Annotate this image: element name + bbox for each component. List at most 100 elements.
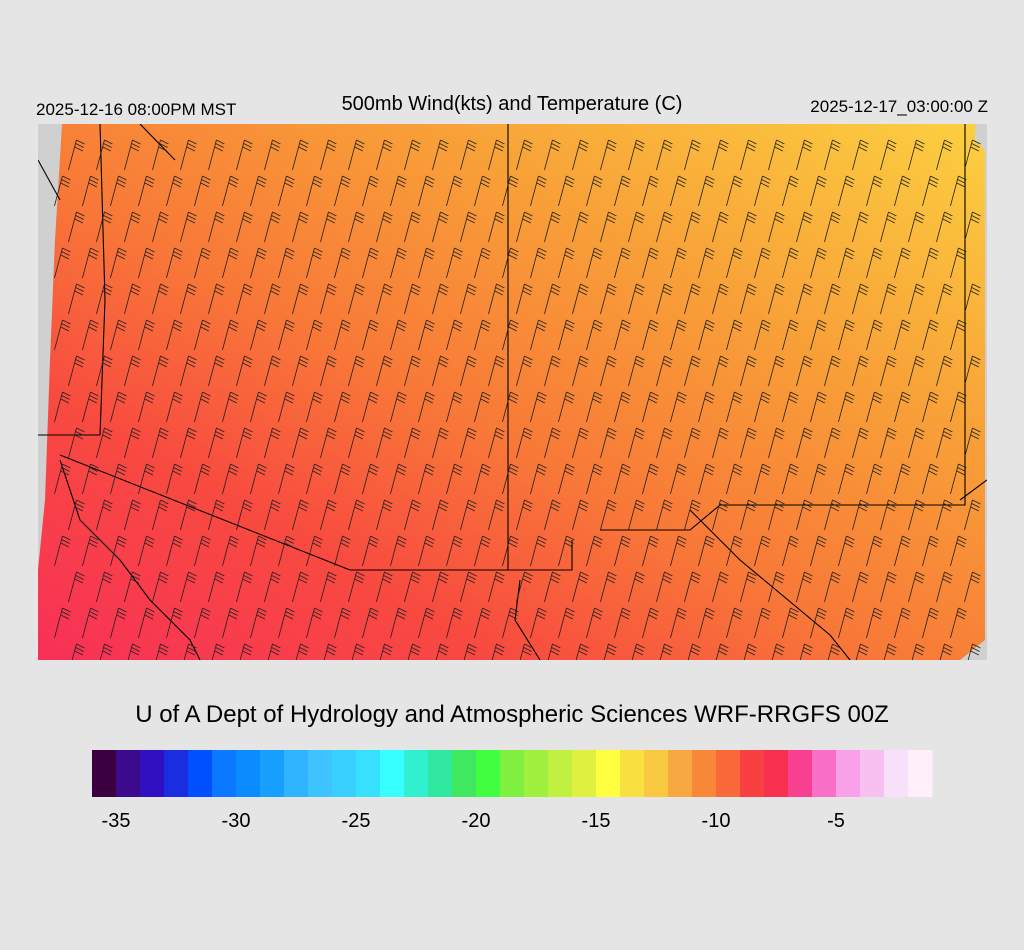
wind-barb [292, 499, 309, 531]
wind-barb [68, 499, 85, 531]
wind-barb [586, 319, 603, 351]
wind-barb [208, 427, 225, 459]
wind-barb [502, 319, 519, 351]
wind-barb [698, 319, 715, 351]
colorbar-swatch [92, 750, 117, 797]
wind-barb [824, 355, 841, 387]
wind-barb [670, 247, 687, 279]
wind-barb [796, 571, 813, 603]
wind-barb [670, 175, 687, 207]
wind-barb [519, 643, 533, 660]
wind-barb [124, 283, 141, 315]
wind-barb [782, 175, 799, 207]
wind-barb [642, 535, 659, 567]
colorbar-swatch [188, 750, 213, 797]
wind-barb [894, 463, 911, 495]
colorbar-swatch [572, 750, 597, 797]
colorbar: -35 -30 -25 -20 -15 -10 -5 [92, 750, 933, 832]
wind-barb [894, 247, 911, 279]
wind-barb [628, 211, 645, 243]
wind-barb [922, 535, 939, 567]
wind-barb [572, 499, 589, 531]
wind-barb [866, 247, 883, 279]
wind-barb [544, 571, 561, 603]
wind-barb [656, 427, 673, 459]
wind-barb [631, 643, 645, 660]
wind-barb [950, 607, 967, 639]
wind-barb [351, 643, 365, 660]
wind-barb [138, 391, 155, 423]
colorbar-swatch [116, 750, 141, 797]
wind-barb [278, 319, 295, 351]
wind-barb [446, 175, 463, 207]
wind-barb [460, 139, 477, 171]
wind-barb [180, 427, 197, 459]
wind-barb [152, 283, 169, 315]
wind-barb [852, 139, 869, 171]
wind-barb [586, 175, 603, 207]
wind-barb [96, 355, 113, 387]
wind-barb [754, 463, 771, 495]
wind-barb [908, 427, 925, 459]
wind-barb [250, 463, 267, 495]
wind-barb [894, 535, 911, 567]
wind-barb [516, 427, 533, 459]
wind-barb [911, 643, 925, 660]
wind-barb [491, 643, 505, 660]
wind-barb [572, 139, 589, 171]
wind-barb [614, 247, 631, 279]
wind-barb [96, 139, 113, 171]
wind-barb [698, 535, 715, 567]
wind-barb [390, 247, 407, 279]
wind-barb [194, 319, 211, 351]
wind-barb [558, 319, 575, 351]
wind-barb [334, 247, 351, 279]
wind-barb [880, 427, 897, 459]
wind-barb [376, 571, 393, 603]
wind-barb [656, 211, 673, 243]
wind-barb [936, 499, 953, 531]
wind-barb [922, 319, 939, 351]
wind-barb [208, 571, 225, 603]
wind-barb [110, 175, 127, 207]
wind-barb [852, 499, 869, 531]
wind-barb [880, 499, 897, 531]
wind-barb [362, 607, 379, 639]
wind-barb [922, 391, 939, 423]
wind-barb [547, 643, 561, 660]
colorbar-swatch [500, 750, 525, 797]
wind-barb [446, 319, 463, 351]
wind-barb [642, 391, 659, 423]
wind-barb [572, 211, 589, 243]
wind-barb [138, 607, 155, 639]
wind-barb [922, 247, 939, 279]
wind-barb [418, 175, 435, 207]
wind-barb [502, 391, 519, 423]
wind-barb [222, 391, 239, 423]
wind-barb [267, 643, 281, 660]
wind-barb [880, 283, 897, 315]
wind-barb [110, 535, 127, 567]
wind-barb [726, 319, 743, 351]
wind-barb [670, 319, 687, 351]
colorbar-swatch [524, 750, 549, 797]
wind-barb [838, 463, 855, 495]
wind-barb [782, 391, 799, 423]
wind-barb [754, 391, 771, 423]
wind-barb [502, 535, 519, 567]
wind-barb [558, 463, 575, 495]
wind-barb [810, 463, 827, 495]
wind-barb [964, 571, 981, 603]
wind-barb [950, 463, 967, 495]
wind-barb [712, 355, 729, 387]
wind-barb [208, 211, 225, 243]
wind-barb [740, 571, 757, 603]
wind-barb [908, 355, 925, 387]
wind-barb [530, 247, 547, 279]
colorbar-tick-label: -5 [827, 810, 845, 832]
wind-barb [236, 139, 253, 171]
wind-barb [852, 427, 869, 459]
wind-barb [908, 283, 925, 315]
wind-barb [656, 499, 673, 531]
wind-barb [362, 247, 379, 279]
